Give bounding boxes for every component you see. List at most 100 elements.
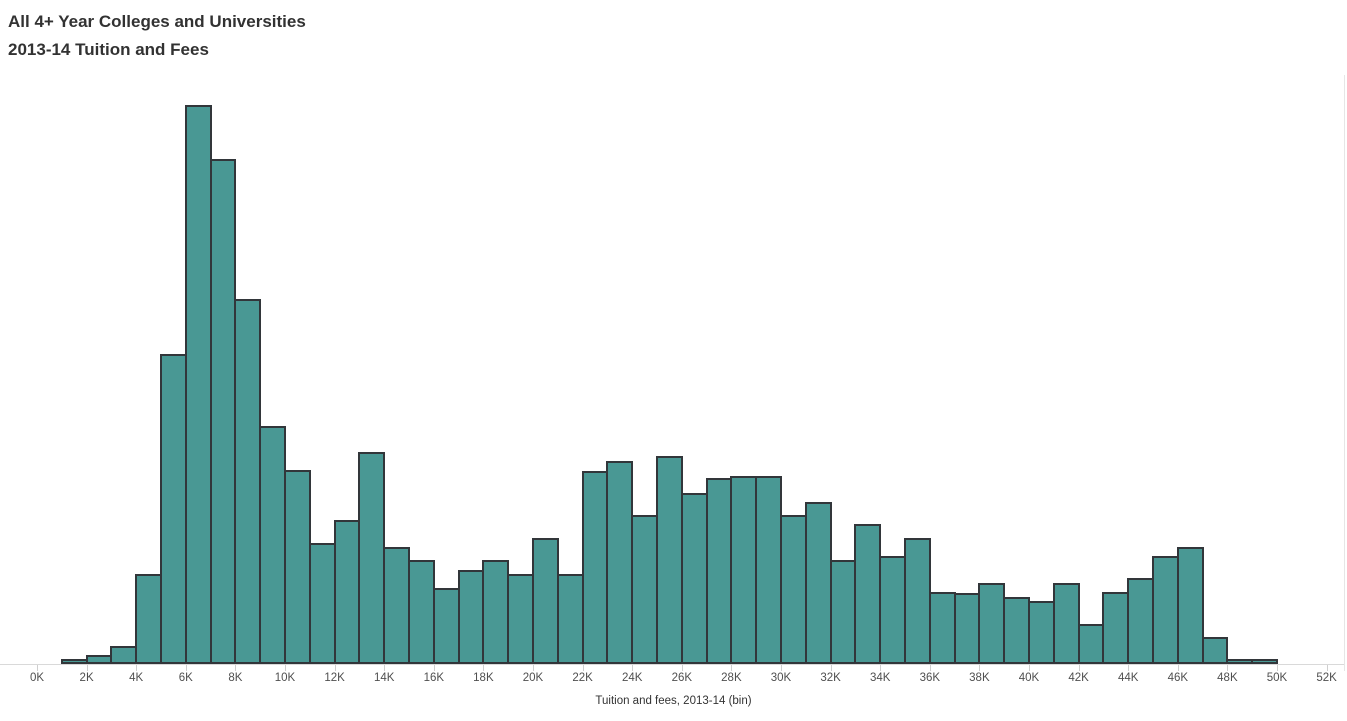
x-axis-tick bbox=[681, 665, 683, 671]
histogram-bar[interactable] bbox=[408, 560, 435, 664]
x-axis-caption: Tuition and fees, 2013-14 (bin) bbox=[595, 695, 752, 707]
histogram-bar[interactable] bbox=[755, 476, 782, 664]
histogram-bar[interactable] bbox=[85, 655, 113, 664]
x-axis-line bbox=[0, 664, 1345, 665]
histogram-bar[interactable] bbox=[333, 520, 361, 664]
histogram-bar[interactable] bbox=[1052, 583, 1080, 664]
x-axis-tick bbox=[979, 665, 981, 671]
histogram-bar[interactable] bbox=[1127, 578, 1154, 664]
histogram-bar[interactable] bbox=[507, 574, 534, 664]
x-axis-tick-label: 10K bbox=[274, 672, 296, 684]
x-axis-tick bbox=[1277, 665, 1278, 671]
histogram-bar[interactable] bbox=[1251, 659, 1278, 664]
histogram-bar[interactable] bbox=[556, 574, 584, 664]
x-axis-tick bbox=[1326, 665, 1328, 671]
x-axis-tick bbox=[37, 665, 38, 671]
x-axis-tick-label: 20K bbox=[522, 672, 544, 684]
x-axis-tick bbox=[384, 665, 386, 671]
x-axis-tick bbox=[880, 665, 882, 671]
histogram-bar[interactable] bbox=[928, 592, 956, 664]
x-axis-tick bbox=[533, 665, 534, 671]
x-axis-tick-label: 42K bbox=[1068, 672, 1089, 684]
histogram-bar[interactable] bbox=[953, 593, 981, 664]
x-axis-tick bbox=[1029, 665, 1030, 671]
histogram-bar[interactable] bbox=[457, 570, 485, 664]
x-axis-tick-label: 40K bbox=[1018, 672, 1040, 684]
histogram-bar[interactable] bbox=[110, 646, 138, 664]
x-axis-tick-label: 24K bbox=[621, 672, 643, 684]
histogram-bar[interactable] bbox=[804, 502, 832, 664]
x-axis-tick-label: 48K bbox=[1217, 672, 1238, 684]
histogram-bar[interactable] bbox=[606, 461, 634, 664]
histogram-bar[interactable] bbox=[854, 524, 882, 664]
x-axis-tick bbox=[1227, 665, 1229, 671]
histogram-bar[interactable] bbox=[532, 538, 559, 664]
x-axis-tick-label: 8K bbox=[228, 672, 243, 684]
x-axis-tick bbox=[632, 665, 634, 671]
x-axis-tick bbox=[285, 665, 286, 671]
histogram-bar[interactable] bbox=[680, 493, 708, 664]
x-axis-tick-label: 38K bbox=[969, 672, 990, 684]
histogram-bar[interactable] bbox=[308, 543, 336, 664]
histogram-bar[interactable] bbox=[978, 583, 1006, 664]
histogram-bar[interactable] bbox=[631, 515, 658, 664]
histogram-bar[interactable] bbox=[581, 471, 609, 664]
x-axis-tick bbox=[483, 665, 485, 671]
histogram-bar[interactable] bbox=[1176, 547, 1204, 664]
plot-right-border bbox=[1344, 75, 1345, 671]
histogram-bar[interactable] bbox=[1152, 556, 1179, 664]
x-axis-tick bbox=[1177, 665, 1179, 671]
x-axis-tick bbox=[334, 665, 336, 671]
x-axis-tick-label: 22K bbox=[572, 672, 593, 684]
histogram-bar[interactable] bbox=[209, 159, 237, 664]
histogram-bar[interactable] bbox=[1003, 597, 1030, 664]
histogram-bar[interactable] bbox=[284, 470, 311, 664]
histogram-bar[interactable] bbox=[904, 538, 931, 664]
chart-title: All 4+ Year Colleges and Universities 20… bbox=[8, 8, 306, 64]
histogram-bar[interactable] bbox=[1102, 592, 1130, 664]
histogram-bar[interactable] bbox=[482, 560, 510, 664]
histogram-bar[interactable] bbox=[829, 560, 857, 664]
x-axis-tick-label: 26K bbox=[671, 672, 693, 684]
x-axis-tick bbox=[433, 665, 435, 671]
histogram-bar[interactable] bbox=[383, 547, 410, 664]
x-axis-tick bbox=[1078, 665, 1080, 671]
x-axis-tick bbox=[185, 665, 187, 671]
histogram-bar[interactable] bbox=[135, 574, 162, 664]
x-axis-tick-label: 12K bbox=[324, 672, 345, 684]
x-axis-tick-label: 4K bbox=[129, 672, 144, 684]
x-axis-tick bbox=[731, 665, 733, 671]
histogram-bar[interactable] bbox=[656, 456, 683, 664]
histogram-bar[interactable] bbox=[234, 299, 262, 664]
chart-title-line1: All 4+ Year Colleges and Universities bbox=[8, 12, 306, 31]
x-axis-tick-label: 6K bbox=[178, 672, 193, 684]
x-axis-tick-label: 34K bbox=[869, 672, 891, 684]
histogram-bar[interactable] bbox=[358, 452, 386, 664]
x-axis-tick-label: 0K bbox=[29, 672, 45, 684]
x-axis-tick-label: 2K bbox=[79, 672, 94, 684]
histogram-bar[interactable] bbox=[1077, 624, 1105, 664]
histogram-bar[interactable] bbox=[1201, 637, 1229, 664]
x-axis-tick-label: 18K bbox=[473, 672, 494, 684]
x-axis-tick-label: 46K bbox=[1167, 672, 1189, 684]
x-axis-tick-label: 50K bbox=[1266, 672, 1288, 684]
histogram-bar[interactable] bbox=[879, 556, 906, 664]
x-axis-tick-label: 30K bbox=[770, 672, 792, 684]
histogram-bar[interactable] bbox=[730, 476, 758, 664]
histogram-bar[interactable] bbox=[1028, 601, 1055, 664]
x-axis-tick bbox=[929, 665, 931, 671]
x-axis-tick-label: 28K bbox=[721, 672, 742, 684]
histogram-bar[interactable] bbox=[432, 588, 460, 664]
x-axis-tick bbox=[86, 665, 88, 671]
x-axis-tick bbox=[830, 665, 832, 671]
x-axis-tick bbox=[1128, 665, 1130, 671]
chart-title-line2: 2013-14 Tuition and Fees bbox=[8, 40, 209, 59]
histogram-bar[interactable] bbox=[705, 478, 733, 664]
histogram-bar[interactable] bbox=[780, 515, 807, 664]
histogram-bar[interactable] bbox=[184, 105, 212, 664]
histogram-bar[interactable] bbox=[160, 354, 187, 664]
x-axis-tick-label: 14K bbox=[373, 672, 395, 684]
histogram-bar[interactable] bbox=[259, 426, 286, 664]
